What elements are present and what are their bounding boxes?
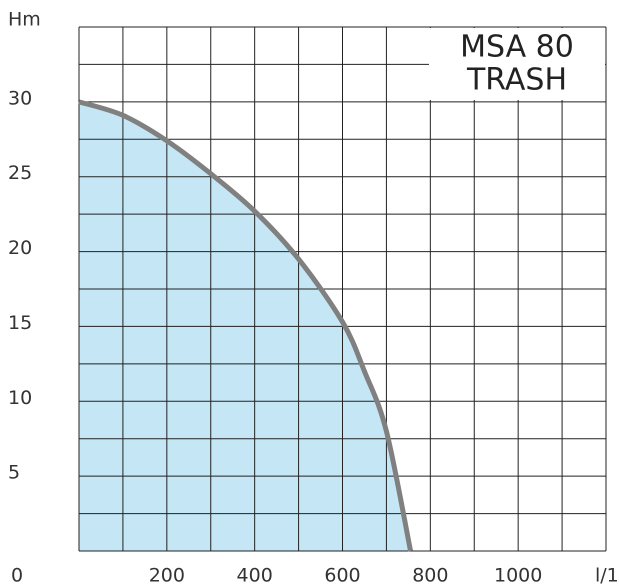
y-axis-label: Hm — [8, 9, 41, 31]
y-tick-label: 20 — [8, 237, 32, 259]
x-tick-label: 1000 — [494, 565, 542, 587]
grid-layer — [78, 26, 607, 552]
curve-layer — [78, 99, 414, 552]
x-tick-label: 600 — [324, 565, 360, 587]
x-tick-label: 800 — [412, 565, 448, 587]
x-tick-label: 400 — [237, 565, 273, 587]
x-tick-label: 200 — [149, 565, 185, 587]
chart-title-line: MSA 80 — [460, 30, 574, 65]
x-tick-label: 0 — [11, 565, 23, 587]
y-tick-label: 25 — [8, 162, 32, 184]
curve-line — [78, 99, 414, 552]
y-tick-label: 30 — [8, 87, 32, 109]
x-axis-label: l/1' — [595, 565, 619, 587]
y-tick-label: 10 — [8, 387, 32, 409]
y-tick-label: 15 — [8, 312, 32, 334]
chart-title-line: TRASH — [466, 63, 567, 98]
y-tick-label: 5 — [8, 462, 20, 484]
title-box — [429, 28, 605, 100]
